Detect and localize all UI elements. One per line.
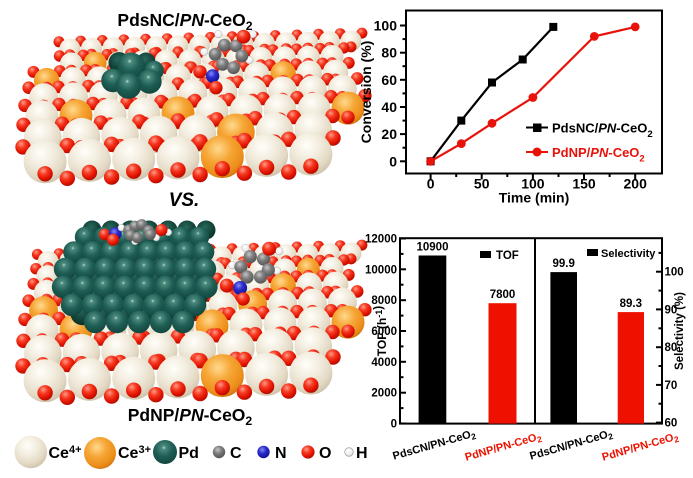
svg-text:0: 0 xyxy=(389,153,397,169)
svg-text:100: 100 xyxy=(374,18,398,34)
svg-text:100: 100 xyxy=(665,267,684,279)
svg-text:8000: 8000 xyxy=(371,295,397,307)
svg-text:0: 0 xyxy=(427,176,435,192)
svg-text:C: C xyxy=(230,445,242,462)
svg-text:PdsNC/PN-CeO2: PdsNC/PN-CeO2 xyxy=(552,121,653,141)
svg-text:40: 40 xyxy=(381,99,397,115)
svg-text:90: 90 xyxy=(665,304,678,316)
svg-text:TOF: TOF xyxy=(496,250,519,262)
svg-text:Selectivity: Selectivity xyxy=(601,248,656,260)
svg-text:50: 50 xyxy=(474,176,490,192)
svg-text:Ce4+: Ce4+ xyxy=(49,444,82,462)
svg-text:99.9: 99.9 xyxy=(553,258,575,270)
svg-text:200: 200 xyxy=(624,176,648,192)
svg-text:2000: 2000 xyxy=(371,388,397,400)
svg-text:6000: 6000 xyxy=(371,326,397,338)
svg-text:10000: 10000 xyxy=(365,264,397,276)
svg-text:Pd: Pd xyxy=(179,445,199,462)
svg-text:70: 70 xyxy=(665,380,678,392)
svg-text:12000: 12000 xyxy=(365,234,397,246)
svg-text:150: 150 xyxy=(572,176,596,192)
svg-text:10900: 10900 xyxy=(417,242,449,254)
svg-text:O: O xyxy=(319,445,331,462)
svg-text:4000: 4000 xyxy=(371,357,397,369)
svg-text:VS.: VS. xyxy=(169,190,200,211)
svg-text:Ce3+: Ce3+ xyxy=(118,444,151,462)
svg-text:60: 60 xyxy=(381,72,397,88)
svg-text:N: N xyxy=(275,445,287,462)
svg-text:Time (min): Time (min) xyxy=(499,190,570,206)
svg-text:100: 100 xyxy=(521,176,545,192)
svg-text:89.3: 89.3 xyxy=(620,298,642,310)
svg-text:TOF (h-1): TOF (h-1) xyxy=(371,306,389,356)
svg-text:80: 80 xyxy=(381,45,397,61)
svg-text:0: 0 xyxy=(391,419,397,431)
svg-text:60: 60 xyxy=(665,418,678,430)
svg-text:PdNP/PN-CeO2: PdNP/PN-CeO2 xyxy=(552,145,645,165)
svg-text:Selectivity (%): Selectivity (%) xyxy=(674,292,686,370)
svg-text:20: 20 xyxy=(381,126,397,142)
svg-text:7800: 7800 xyxy=(490,289,516,301)
svg-text:PdsNC/PN-CeO2: PdsNC/PN-CeO2 xyxy=(117,10,252,33)
svg-text:Conversion (%): Conversion (%) xyxy=(358,41,374,144)
svg-text:PdNP/PN-CeO2: PdNP/PN-CeO2 xyxy=(128,405,253,428)
svg-text:H: H xyxy=(356,445,368,462)
svg-text:80: 80 xyxy=(665,342,678,354)
